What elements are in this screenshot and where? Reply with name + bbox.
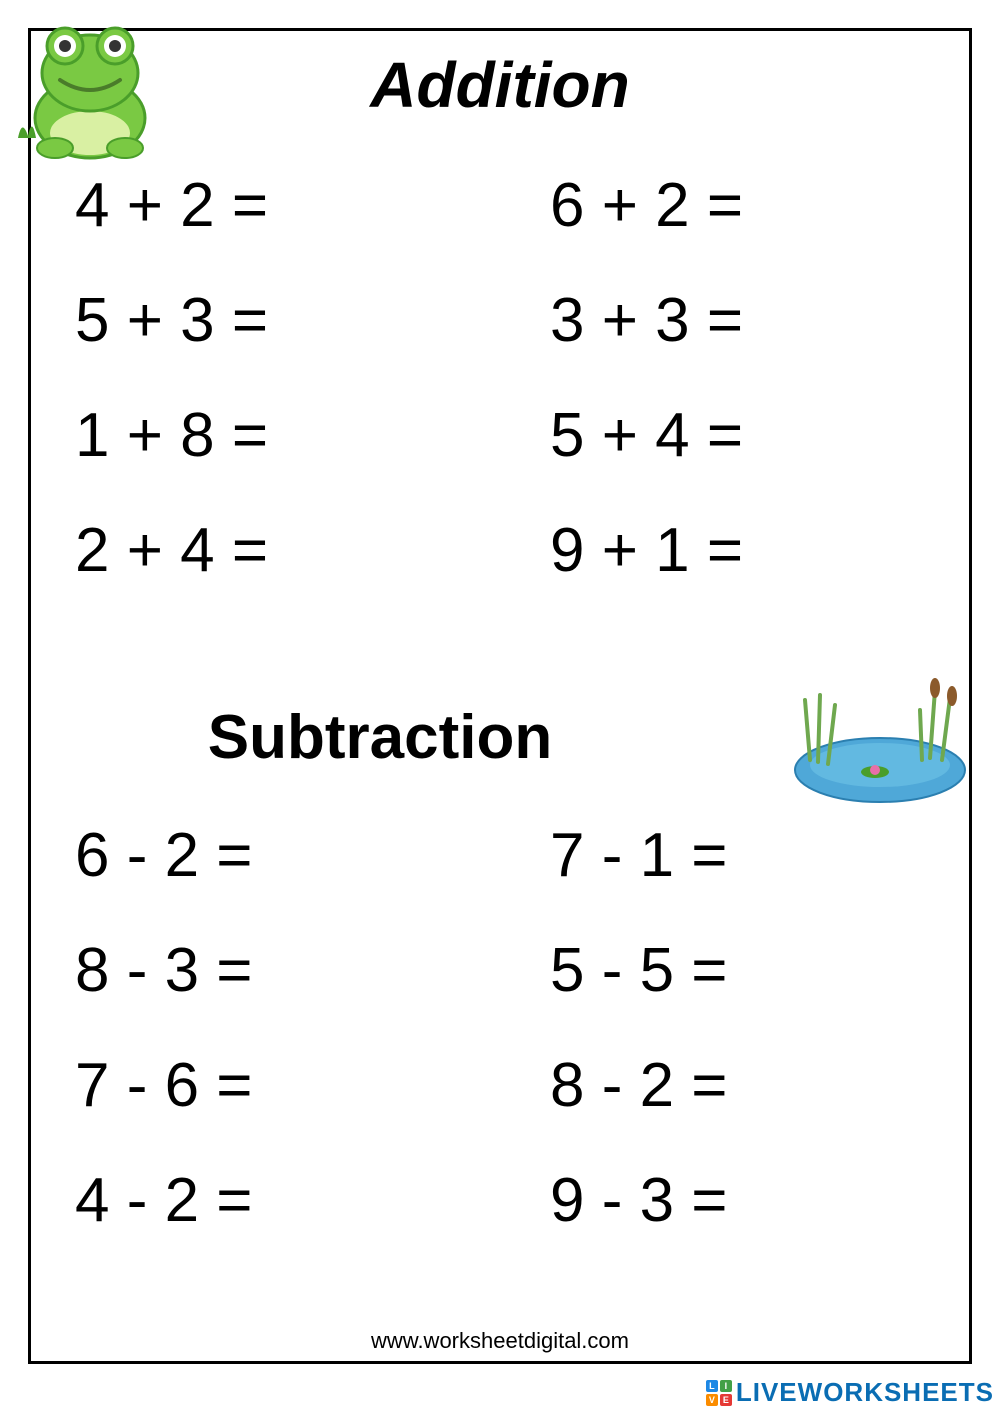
badge-cell: V: [706, 1394, 718, 1406]
subtraction-title: Subtraction: [0, 702, 760, 773]
badge-cell: L: [706, 1380, 718, 1392]
problem: 4 - 2 =: [75, 1165, 500, 1236]
problem: 1 + 8 =: [75, 400, 500, 471]
badge-cell: I: [720, 1380, 732, 1392]
addition-problems-grid: 4 + 2 = 6 + 2 = 5 + 3 = 3 + 3 = 1 + 8 = …: [75, 170, 925, 586]
problem: 9 - 3 =: [500, 1165, 925, 1236]
problem: 5 - 5 =: [500, 935, 925, 1006]
addition-title: Addition: [0, 48, 1000, 122]
subtraction-problems-grid: 6 - 2 = 7 - 1 = 8 - 3 = 5 - 5 = 7 - 6 = …: [75, 820, 925, 1236]
watermark-badge-icon: L I V E: [706, 1380, 732, 1406]
problem: 5 + 3 =: [75, 285, 500, 356]
problem: 7 - 6 =: [75, 1050, 500, 1121]
footer-url: www.worksheetdigital.com: [0, 1328, 1000, 1354]
problem: 6 + 2 =: [500, 170, 925, 241]
problem: 8 - 2 =: [500, 1050, 925, 1121]
watermark-text: LIVEWORKSHEETS: [736, 1377, 994, 1408]
problem: 7 - 1 =: [500, 820, 925, 891]
pond-icon: [780, 670, 980, 810]
problem: 6 - 2 =: [75, 820, 500, 891]
problem: 3 + 3 =: [500, 285, 925, 356]
problem: 5 + 4 =: [500, 400, 925, 471]
problem: 8 - 3 =: [75, 935, 500, 1006]
problem: 2 + 4 =: [75, 515, 500, 586]
problem: 4 + 2 =: [75, 170, 500, 241]
watermark: L I V E LIVEWORKSHEETS: [706, 1377, 994, 1408]
badge-cell: E: [720, 1394, 732, 1406]
problem: 9 + 1 =: [500, 515, 925, 586]
